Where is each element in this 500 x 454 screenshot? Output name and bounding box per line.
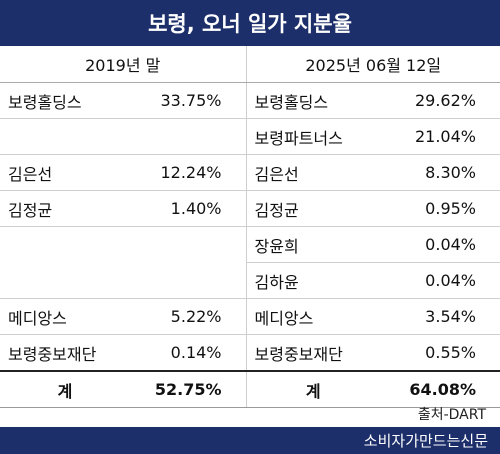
left-holder-value bbox=[130, 262, 247, 299]
right-holder-value: 0.55% bbox=[380, 334, 500, 372]
total-row: 계 52.75% 계 64.08% bbox=[0, 370, 500, 408]
left-holder-value: 1.40% bbox=[130, 190, 247, 227]
left-holder-name: 보령중보재단 bbox=[0, 334, 130, 372]
table-row: 장윤희 0.04% bbox=[0, 226, 500, 263]
table-row: 김하윤 0.04% bbox=[0, 262, 500, 299]
left-holder-value: 33.75% bbox=[130, 82, 247, 119]
table-row: 보령중보재단 0.14% 보령중보재단 0.55% bbox=[0, 334, 500, 372]
right-holder-name: 김은선 bbox=[246, 154, 380, 191]
right-holder-value: 0.95% bbox=[380, 190, 500, 227]
right-holder-value: 0.04% bbox=[380, 262, 500, 299]
left-holder-name: 김정균 bbox=[0, 190, 130, 227]
total-value-left: 52.75% bbox=[130, 370, 247, 408]
period-header-row: 2019년 말 2025년 06월 12일 bbox=[0, 46, 500, 83]
table-row: 보령파트너스 21.04% bbox=[0, 118, 500, 155]
left-holder-value: 5.22% bbox=[130, 298, 247, 335]
footer-bar: 소비자가만드는신문 bbox=[0, 427, 500, 454]
right-holder-name: 김하윤 bbox=[246, 262, 380, 299]
left-holder-value: 12.24% bbox=[130, 154, 247, 191]
left-holder-name bbox=[0, 118, 130, 155]
title-bar: 보령, 오너 일가 지분율 bbox=[0, 0, 500, 46]
right-holder-value: 29.62% bbox=[380, 82, 500, 119]
left-holder-name: 김은선 bbox=[0, 154, 130, 191]
right-holder-value: 3.54% bbox=[380, 298, 500, 335]
left-holder-name bbox=[0, 227, 130, 263]
table-row: 메디앙스 5.22% 메디앙스 3.54% bbox=[0, 298, 500, 335]
publisher-name: 소비자가만드는신문 bbox=[363, 432, 488, 450]
right-holder-name: 보령파트너스 bbox=[246, 118, 380, 155]
table-row: 김은선 12.24% 김은선 8.30% bbox=[0, 154, 500, 191]
period-header-2019: 2019년 말 bbox=[0, 46, 247, 83]
right-holder-name: 김정균 bbox=[246, 190, 380, 227]
total-label-left: 계 bbox=[0, 370, 130, 408]
total-label-right: 계 bbox=[246, 370, 380, 408]
table-row: 보령홀딩스 33.75% 보령홀딩스 29.62% bbox=[0, 82, 500, 119]
right-holder-name: 장윤희 bbox=[246, 226, 380, 263]
shareholding-table: 2019년 말 2025년 06월 12일 보령홀딩스 33.75% 보령홀딩스… bbox=[0, 46, 500, 408]
period-header-2025: 2025년 06월 12일 bbox=[246, 46, 500, 83]
left-holder-name: 메디앙스 bbox=[0, 298, 130, 335]
left-holder-value: 0.14% bbox=[130, 334, 247, 372]
right-holder-value: 0.04% bbox=[380, 226, 500, 263]
total-value-right: 64.08% bbox=[380, 370, 500, 408]
left-holder-value bbox=[130, 118, 247, 155]
table-row: 김정균 1.40% 김정균 0.95% bbox=[0, 190, 500, 227]
right-holder-name: 메디앙스 bbox=[246, 298, 380, 335]
left-holder-value bbox=[130, 226, 247, 263]
right-holder-name: 보령중보재단 bbox=[246, 334, 380, 372]
right-holder-value: 8.30% bbox=[380, 154, 500, 191]
right-holder-name: 보령홀딩스 bbox=[246, 82, 380, 119]
source-note: 출처-DART bbox=[417, 407, 486, 423]
left-holder-name: 보령홀딩스 bbox=[0, 82, 130, 119]
page-title: 보령, 오너 일가 지분율 bbox=[148, 12, 352, 36]
left-holder-name bbox=[0, 262, 130, 299]
right-holder-value: 21.04% bbox=[380, 118, 500, 155]
